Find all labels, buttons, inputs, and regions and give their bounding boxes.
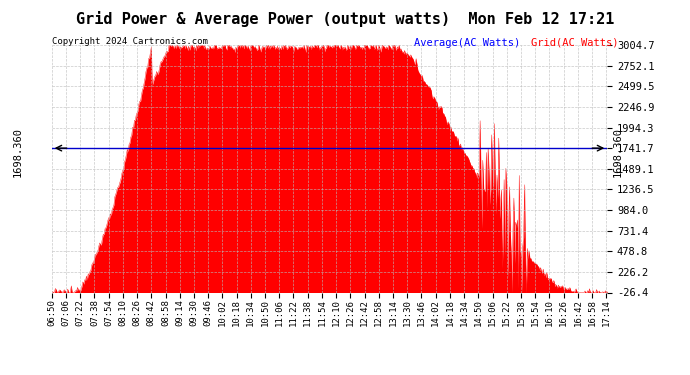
Text: Grid Power & Average Power (output watts)  Mon Feb 12 17:21: Grid Power & Average Power (output watts…: [76, 11, 614, 27]
Text: Grid(AC Watts): Grid(AC Watts): [531, 38, 619, 48]
Text: 1698.360: 1698.360: [613, 127, 622, 177]
Text: Copyright 2024 Cartronics.com: Copyright 2024 Cartronics.com: [52, 38, 208, 46]
Text: Average(AC Watts): Average(AC Watts): [414, 38, 520, 48]
Text: 1698.360: 1698.360: [12, 127, 22, 177]
